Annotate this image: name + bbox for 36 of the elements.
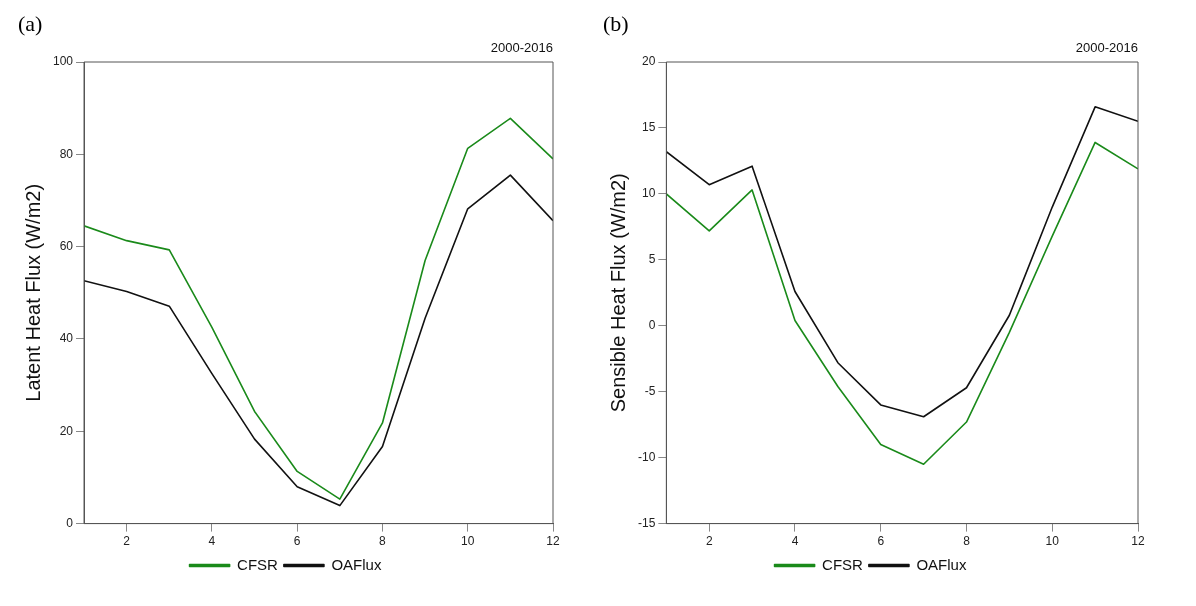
y-tick-label: -10: [638, 449, 656, 464]
x-tick-label: 4: [791, 534, 799, 549]
x-tick-label: 6: [877, 534, 885, 549]
legend-label: OAFlux: [331, 555, 382, 573]
y-tick-label: -15: [638, 515, 656, 530]
y-axis-title: Latent Heat Flux (W/m2): [21, 183, 44, 402]
y-tick-label: 10: [641, 186, 656, 201]
y-tick-label: 100: [52, 54, 74, 69]
y-tick-label: 0: [648, 318, 656, 333]
x-tick-label: 12: [546, 534, 560, 549]
y-tick-label: 5: [648, 252, 656, 267]
chart-subtitle: 2000-2016: [490, 39, 553, 55]
x-tick-label: 2: [705, 534, 713, 549]
y-tick-label: 15: [641, 120, 656, 135]
x-tick-label: 12: [1131, 534, 1145, 549]
legend-label: CFSR: [237, 555, 279, 573]
y-tick-label: 0: [66, 515, 74, 530]
y-tick-label: 40: [59, 331, 74, 346]
y-tick-label: 80: [59, 146, 74, 161]
y-tick-label: 20: [641, 54, 656, 69]
y-tick-label: 20: [59, 423, 74, 438]
chart-title: (b): [603, 10, 629, 36]
chart-title: (a): [18, 10, 43, 36]
legend-label: CFSR: [822, 555, 864, 573]
x-tick-label: 6: [293, 534, 301, 549]
x-tick-label: 10: [1045, 534, 1060, 549]
y-tick-label: 60: [59, 238, 74, 253]
legend-label: OAFlux: [916, 555, 967, 573]
chart-subtitle: 2000-2016: [1075, 39, 1138, 55]
x-tick-label: 8: [379, 534, 387, 549]
x-tick-label: 8: [963, 534, 971, 549]
y-tick-label: -5: [644, 384, 656, 399]
x-tick-label: 10: [461, 534, 475, 549]
y-axis-title: Sensible Heat Flux (W/m2): [606, 173, 629, 413]
x-tick-label: 4: [208, 534, 216, 549]
x-tick-label: 2: [123, 534, 131, 549]
